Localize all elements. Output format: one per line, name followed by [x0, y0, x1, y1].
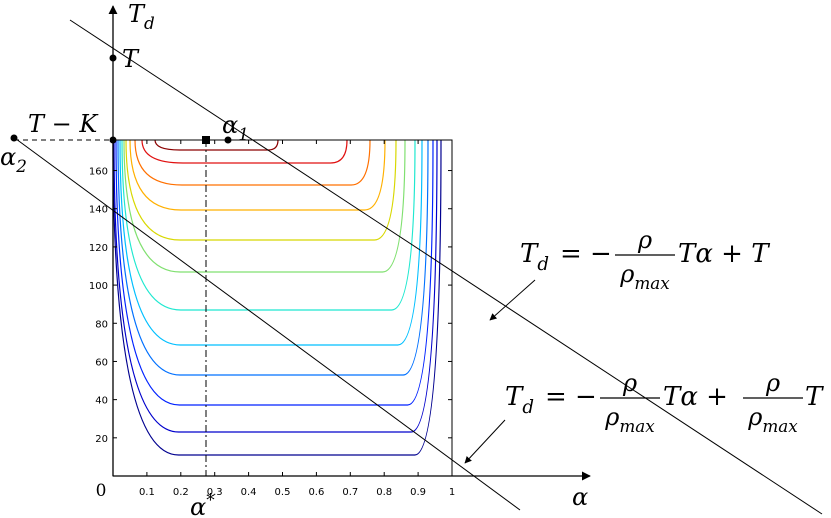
contour — [141, 139, 348, 164]
label-T: T — [122, 45, 140, 73]
point-square — [202, 136, 210, 144]
y-tick-label: 140 — [89, 205, 108, 216]
x-tick-label: 0.7 — [342, 487, 358, 498]
label-alpha1: α1 — [222, 111, 249, 144]
label-alpha1-base: α — [222, 111, 238, 139]
frac-den: ρmax — [619, 260, 670, 293]
label-T-K: T − K — [28, 110, 99, 138]
y-tick-label: 60 — [95, 357, 108, 368]
eq-rest: Tα + — [663, 382, 728, 412]
frac-den-sub: max — [762, 416, 798, 436]
y-tick-label: 40 — [95, 396, 108, 407]
x-tick-label: 0.1 — [139, 487, 155, 498]
origin-label: 0 — [96, 481, 107, 501]
eq-lhs-sub: d — [522, 397, 534, 418]
frac-num: ρ — [622, 369, 637, 397]
y-axis-label-sub: d — [144, 13, 155, 33]
x-tick-label: 0.5 — [275, 487, 291, 498]
line-upper — [69, 19, 823, 515]
contour — [119, 139, 423, 346]
point-alpha1 — [224, 136, 232, 144]
y-tick-label: 100 — [89, 281, 108, 292]
plot-frame — [112, 139, 453, 477]
y-tick-label: 80 — [95, 319, 108, 330]
x-axis-label: α — [572, 483, 588, 511]
eq-lhs: Td — [505, 382, 534, 418]
x-tick-label: 0.9 — [410, 487, 426, 498]
arrow-eq1 — [489, 279, 536, 321]
point-T — [109, 54, 117, 62]
label-alpha-star-sup: * — [206, 489, 215, 509]
contour — [117, 139, 429, 376]
point-alpha2 — [10, 134, 18, 142]
contour — [129, 139, 386, 211]
label-alpha1-sub: 1 — [238, 124, 249, 144]
frac-den-sub: max — [619, 416, 655, 436]
contour — [112, 139, 442, 456]
arrow-eq2 — [464, 419, 506, 464]
eq-op: = − — [545, 382, 597, 412]
x-tick-label: 0.2 — [173, 487, 189, 498]
contour-lines — [112, 139, 442, 456]
label-alpha2: α2 — [0, 143, 27, 176]
contour — [113, 139, 438, 433]
y-tick-label: 120 — [89, 243, 108, 254]
eq-lhs: Td — [520, 239, 549, 275]
x-tick-label: 0.4 — [241, 487, 257, 498]
contour — [134, 139, 371, 186]
x-tick-label: 1 — [449, 487, 455, 498]
contour — [123, 139, 406, 273]
label-alpha2-base: α — [0, 143, 16, 171]
contour — [125, 139, 397, 241]
frac-num: ρ — [637, 226, 652, 254]
label-T-K-base: T − K — [28, 110, 99, 138]
frac-den-sub: max — [634, 273, 670, 293]
frac-den: ρmax — [747, 403, 798, 436]
y-tick-label: 20 — [95, 434, 108, 445]
eq-lhs-base: T — [520, 239, 539, 269]
x-tick-label: 0.3 — [207, 487, 223, 498]
y-axis-label-base: T — [128, 0, 146, 28]
label-alpha-star-base: α — [190, 493, 206, 518]
point-T-K — [109, 136, 117, 144]
x-axis-label-base: α — [572, 483, 588, 511]
eq-rest: Tα + T — [678, 239, 770, 269]
frac-den-base: ρ — [747, 403, 762, 431]
frac-den-base: ρ — [619, 260, 634, 288]
x-tick-label: 0.6 — [308, 487, 324, 498]
eq-op: = − — [560, 239, 612, 269]
line-lower — [11, 135, 521, 511]
label-T-base: T — [122, 45, 140, 73]
frac-den-base: ρ — [604, 403, 619, 431]
contour — [121, 139, 416, 311]
y-tick-label: 160 — [89, 167, 108, 178]
label-alpha-star: α* — [190, 489, 215, 518]
frac-num: ρ — [765, 369, 780, 397]
x-tick-label: 0.8 — [376, 487, 392, 498]
y-axis-label: Td — [128, 0, 155, 33]
eq-tail: T — [805, 382, 824, 412]
eq-lhs-sub: d — [537, 254, 549, 275]
contour — [154, 139, 279, 151]
label-alpha2-sub: 2 — [15, 156, 27, 176]
frac-den: ρmax — [604, 403, 655, 436]
eq-lhs-base: T — [505, 382, 524, 412]
contour — [115, 139, 434, 406]
